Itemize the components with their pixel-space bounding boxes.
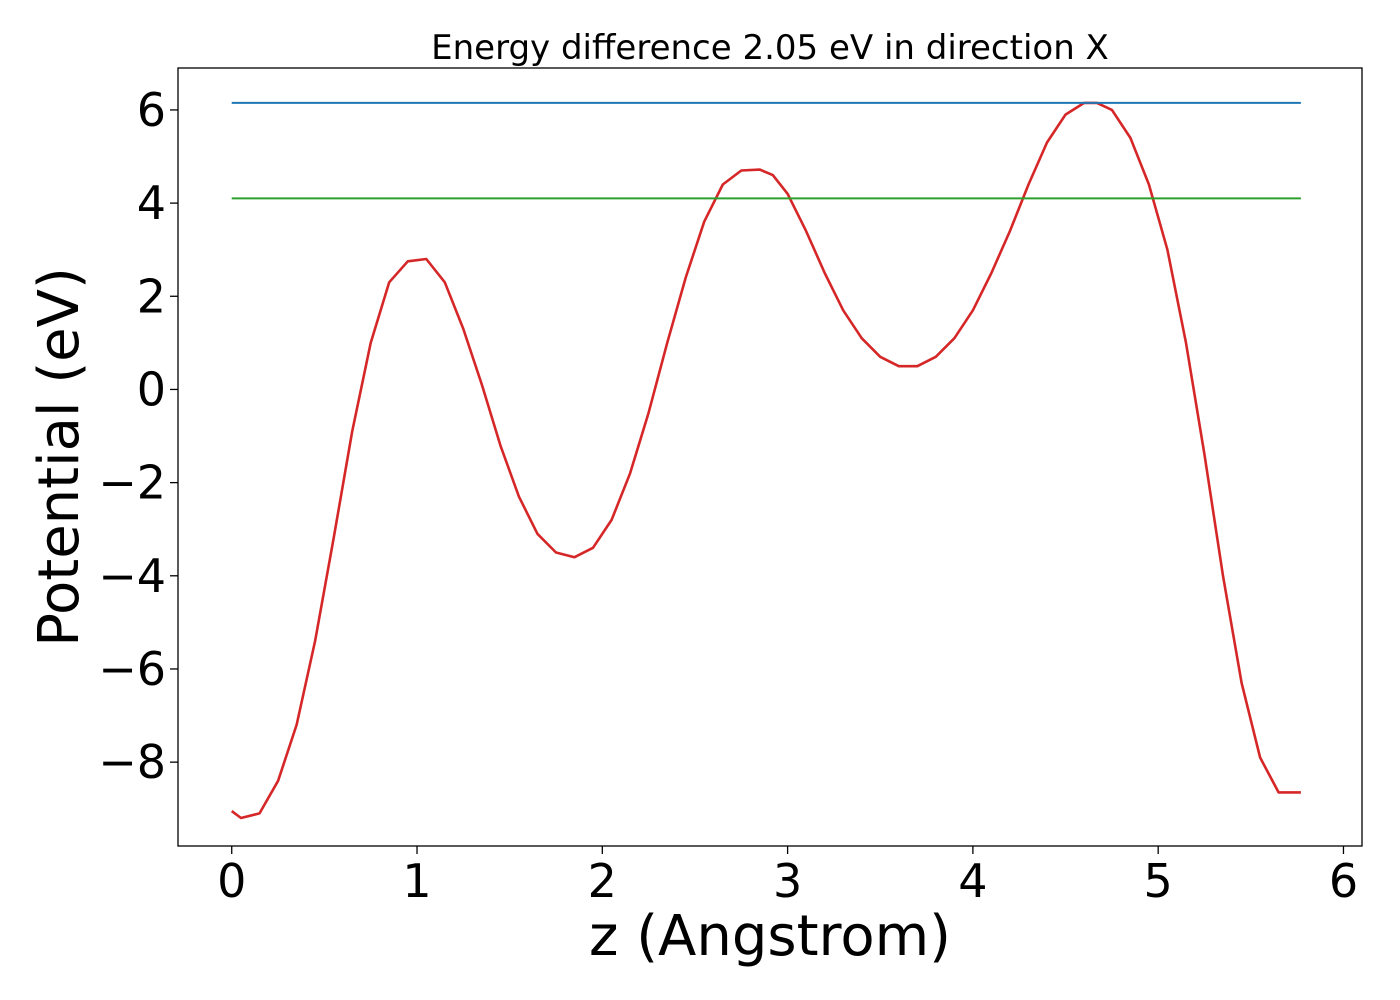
y-tick-label-3: 0: [137, 362, 166, 416]
y-tick-label-0: 6: [137, 83, 166, 137]
x-tick-label-4: 4: [958, 854, 987, 908]
x-axis-label: z (Angstrom): [589, 904, 951, 969]
x-tick-label-0: 0: [217, 854, 246, 908]
x-tick-label-6: 6: [1329, 854, 1358, 908]
series-layer: [230, 101, 1301, 820]
x-tick-label-1: 1: [402, 854, 431, 908]
chart-title: Energy difference 2.05 eV in direction X: [431, 28, 1109, 68]
y-axis-label: Potential (eV): [27, 267, 92, 647]
x-tick-label-5: 5: [1144, 854, 1173, 908]
y-tick-label-5: −4: [98, 549, 166, 603]
x-tick-label-3: 3: [773, 854, 802, 908]
y-tick-label-1: 4: [137, 176, 166, 230]
series-line-0: [230, 101, 1301, 820]
x-axis-ticks: 0 1 2 3 4 5 6: [217, 846, 1358, 908]
y-tick-label-6: −6: [98, 642, 166, 696]
y-tick-label-7: −8: [98, 735, 166, 789]
y-axis-ticks: 6 4 2 0 −2 −4 −6 −8: [98, 83, 178, 789]
y-tick-label-2: 2: [137, 269, 166, 323]
y-tick-label-4: −2: [98, 456, 166, 510]
plot-area-frame: [177, 67, 1363, 847]
x-tick-label-2: 2: [588, 854, 617, 908]
